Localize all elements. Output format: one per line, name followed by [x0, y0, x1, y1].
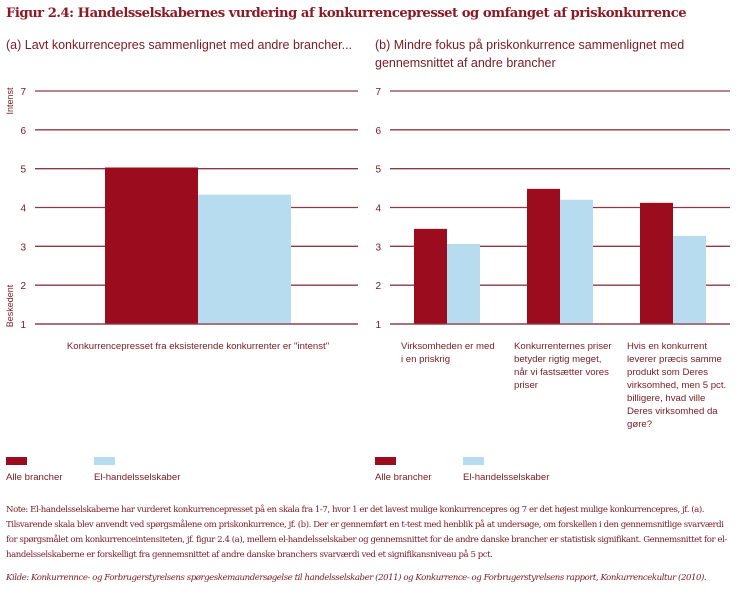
- chart-b-bar-el-handelsselskaber-1: [447, 244, 480, 324]
- chart-b-ytick-2: 2: [375, 281, 381, 292]
- chart-a-bar-el-handelsselskaber-1: [198, 194, 291, 324]
- chart-a-category-label: Konkurrencepresset fra eksisterende konk…: [66, 341, 330, 352]
- figure-title: Figur 2.4: Handelsselskabernes vurdering…: [6, 6, 687, 21]
- chart-b-ytick-4: 4: [375, 204, 381, 215]
- chart-b-bar-alle-brancher-3: [640, 202, 673, 324]
- legend-swatch-el-handelsselskaber-b: [463, 457, 484, 465]
- chart-a-ytick-1: 1: [20, 320, 26, 331]
- chart-b-ytick-1: 1: [375, 320, 381, 331]
- figure-note: Note: El-handelsselskaberne har vurderet…: [6, 505, 727, 560]
- chart-b-ytick-3: 3: [375, 242, 381, 253]
- chart-b-category-label-3: Hvis en konkurrent leverer præcis samme …: [627, 341, 727, 430]
- chart-a-title: (a) Lavt konkurrencepres sammenlignet me…: [6, 38, 353, 52]
- chart-a-ytick-6: 6: [20, 126, 26, 137]
- legend-swatch-el-handelsselskaber-a: [94, 457, 115, 465]
- chart-b-ytick-7: 7: [375, 87, 381, 98]
- chart-a-bar-alle-brancher-1: [105, 167, 198, 324]
- chart-b-title: (b) Mindre fokus på priskonkurrence samm…: [375, 38, 685, 70]
- legend-label-alle-brancher-b: Alle brancher: [375, 472, 432, 483]
- legend-swatch-alle-brancher-a: [6, 457, 27, 465]
- chart-a-ylabel-bottom: Beskedent: [5, 284, 15, 327]
- legend-label-el-handelsselskaber-a: El-handelsselskaber: [94, 472, 181, 483]
- legend-label-alle-brancher-a: Alle brancher: [6, 472, 63, 483]
- chart-b-bar-el-handelsselskaber-2: [560, 199, 593, 324]
- chart-b-bar-alle-brancher-2: [527, 188, 560, 324]
- chart-a-ytick-7: 7: [20, 87, 26, 98]
- chart-b-category-label-1: Virksomheden er med i en priskrig: [401, 341, 495, 365]
- chart-a-ytick-4: 4: [20, 204, 26, 215]
- chart-a-ylabel-top: Intenst: [5, 87, 15, 115]
- chart-b-ytick-5: 5: [375, 165, 381, 176]
- chart-b-category-label-2: Konkurrenternes priser betyder rigtig me…: [514, 341, 612, 391]
- chart-a-ytick-3: 3: [20, 242, 26, 253]
- legend-label-el-handelsselskaber-b: El-handelsselskaber: [463, 472, 550, 483]
- chart-a-ytick-2: 2: [20, 281, 26, 292]
- chart-b-bar-el-handelsselskaber-3: [673, 235, 706, 324]
- figure-source: Kilde: Konkurrennce- og Forbrugerstyrels…: [6, 573, 707, 583]
- chart-b-ytick-6: 6: [375, 126, 381, 137]
- legend-swatch-alle-brancher-b: [375, 457, 396, 465]
- chart-a-ytick-5: 5: [20, 165, 26, 176]
- chart-b-bar-alle-brancher-1: [414, 228, 447, 324]
